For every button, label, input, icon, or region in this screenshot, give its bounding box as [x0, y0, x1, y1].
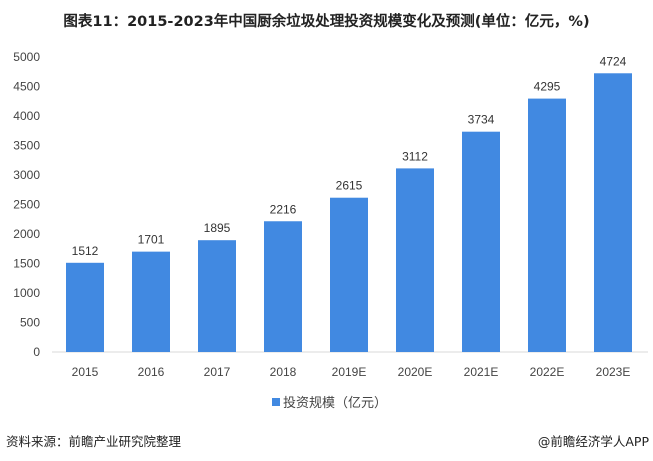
x-tick-label: 2023E — [596, 365, 631, 379]
x-tick-label: 2015 — [72, 365, 99, 379]
source-note: 资料来源：前瞻产业研究院整理 — [6, 434, 182, 449]
legend-swatch — [272, 398, 280, 406]
brand-watermark: @前瞻经济学人APP — [537, 434, 649, 449]
y-tick-label: 4000 — [13, 109, 40, 123]
bar — [198, 240, 236, 352]
data-label: 2216 — [270, 202, 297, 216]
x-tick-label: 2021E — [464, 365, 499, 379]
y-tick-label: 0 — [33, 345, 40, 359]
x-tick-label: 2020E — [398, 365, 433, 379]
data-label: 4295 — [534, 80, 561, 94]
x-tick-label: 2019E — [332, 365, 367, 379]
data-label: 2615 — [336, 179, 363, 193]
y-tick-label: 3500 — [13, 139, 40, 153]
y-tick-label: 5000 — [13, 50, 40, 64]
bar — [132, 251, 170, 352]
bar — [66, 262, 104, 352]
y-tick-label: 1000 — [13, 286, 40, 300]
bar — [264, 221, 302, 352]
legend-label: 投资规模（亿元） — [283, 395, 387, 411]
x-tick-label: 2018 — [270, 365, 297, 379]
bar — [594, 73, 632, 352]
bar — [330, 197, 368, 352]
x-tick-label: 2022E — [530, 365, 565, 379]
data-label: 1512 — [72, 244, 99, 258]
y-tick-label: 1500 — [13, 257, 40, 271]
x-tick-label: 2017 — [204, 365, 231, 379]
y-tick-label: 500 — [20, 316, 40, 330]
data-label: 3734 — [468, 113, 495, 127]
bar — [396, 168, 434, 352]
chart-title: 图表11：2015-2023年中国厨余垃圾处理投资规模变化及预测(单位：亿元，%… — [63, 14, 590, 30]
y-tick-label: 2000 — [13, 227, 40, 241]
bar — [462, 131, 500, 352]
data-label: 1701 — [138, 233, 165, 247]
x-tick-label: 2016 — [138, 365, 165, 379]
y-tick-label: 2500 — [13, 198, 40, 212]
data-label: 1895 — [204, 221, 231, 235]
data-label: 4724 — [600, 54, 627, 68]
y-tick-label: 3000 — [13, 168, 40, 182]
data-label: 3112 — [402, 149, 428, 163]
bar — [528, 98, 566, 352]
y-tick-label: 4500 — [13, 80, 40, 94]
